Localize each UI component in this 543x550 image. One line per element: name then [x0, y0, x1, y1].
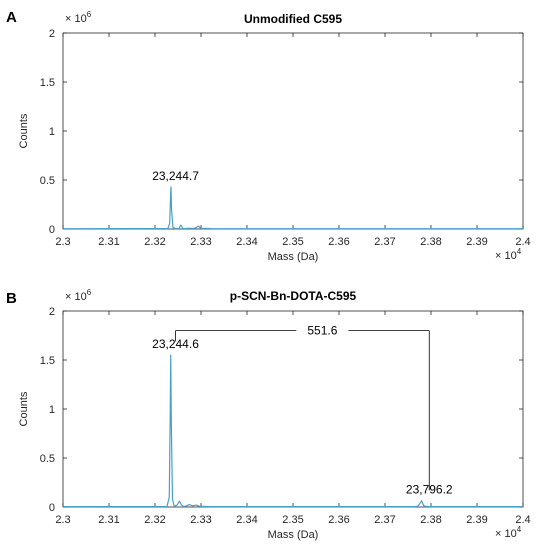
x-axis-label: Mass (Da)	[268, 251, 319, 263]
y-tick-label: 1.5	[40, 77, 55, 89]
x-multiplier-exp: 4	[517, 525, 522, 534]
y-multiplier: × 106	[65, 288, 92, 303]
y-axis-label: Counts	[18, 113, 30, 148]
x-multiplier: × 104	[495, 525, 522, 540]
y-multiplier-base: × 10	[65, 13, 87, 25]
x-tick-label: 2.36	[328, 236, 349, 248]
spectrum-line	[62, 186, 523, 230]
x-tick-label: 2.36	[328, 514, 349, 526]
y-tick-label: 1	[49, 404, 55, 416]
y-multiplier: × 106	[65, 10, 92, 25]
y-tick-label: 0.5	[40, 453, 55, 465]
y-tick-label: 1	[49, 126, 55, 138]
x-multiplier-exp: 4	[517, 247, 522, 256]
y-multiplier-exp: 6	[87, 10, 92, 19]
x-tick-label: 2.35	[282, 236, 303, 248]
y-tick-label: 0	[49, 224, 55, 236]
chart-title: p-SCN-Bn-DOTA-C595	[230, 289, 357, 303]
x-multiplier-base: × 10	[495, 528, 517, 540]
axes-box	[62, 310, 524, 508]
x-axis-label: Mass (Da)	[268, 529, 319, 541]
spectrum-line	[62, 354, 523, 508]
peak-label: 23,796.2	[406, 483, 453, 497]
x-tick-label: 2.4	[515, 514, 530, 526]
x-tick-label: 2.39	[466, 236, 487, 248]
mass-difference-label: 551.6	[307, 324, 337, 338]
x-tick-label: 2.35	[282, 514, 303, 526]
y-multiplier-exp: 6	[87, 288, 92, 297]
x-tick-label: 2.31	[98, 236, 119, 248]
y-tick-label: 0.5	[40, 175, 55, 187]
y-tick-label: 0	[49, 502, 55, 514]
panel-b: 2.3 2.31 2.32 2.33 2.34 2.35 2.36 2.37 2.38 2.39 2…	[6, 288, 531, 541]
y-tick-label: 2	[49, 28, 55, 40]
panel-a: 2.3 2.31 2.32 2.33 2.34 2.35 2.36 2.37 2.38 2.39 2…	[6, 9, 531, 263]
x-tick-label: 2.38	[420, 514, 441, 526]
peak-label: 23,244.7	[152, 169, 199, 183]
panel-letter: A	[6, 9, 17, 26]
x-tick-label: 2.3	[55, 236, 70, 248]
x-tick-label: 2.33	[190, 236, 211, 248]
x-tick-label: 2.37	[374, 514, 395, 526]
x-tick-label: 2.4	[515, 236, 530, 248]
y-tick-label: 2	[49, 306, 55, 318]
x-tick-label: 2.32	[144, 514, 165, 526]
x-tick-label: 2.31	[98, 514, 119, 526]
x-tick-label: 2.34	[236, 236, 257, 248]
y-multiplier-base: × 10	[65, 291, 87, 303]
y-tick-label: 1.5	[40, 355, 55, 367]
y-axis-label: Counts	[18, 391, 30, 426]
chart-title: Unmodified C595	[244, 12, 342, 26]
x-tick-label: 2.37	[374, 236, 395, 248]
x-multiplier: × 104	[495, 247, 522, 262]
x-tick-label: 2.3	[55, 514, 70, 526]
x-tick-label: 2.33	[190, 514, 211, 526]
x-tick-label: 2.38	[420, 236, 441, 248]
x-tick-label: 2.32	[144, 236, 165, 248]
x-tick-label: 2.34	[236, 514, 257, 526]
x-multiplier-base: × 10	[495, 250, 517, 262]
peak-label: 23,244.6	[152, 337, 199, 351]
axes-box	[62, 32, 524, 230]
panel-letter: B	[6, 290, 17, 307]
x-tick-label: 2.39	[466, 514, 487, 526]
